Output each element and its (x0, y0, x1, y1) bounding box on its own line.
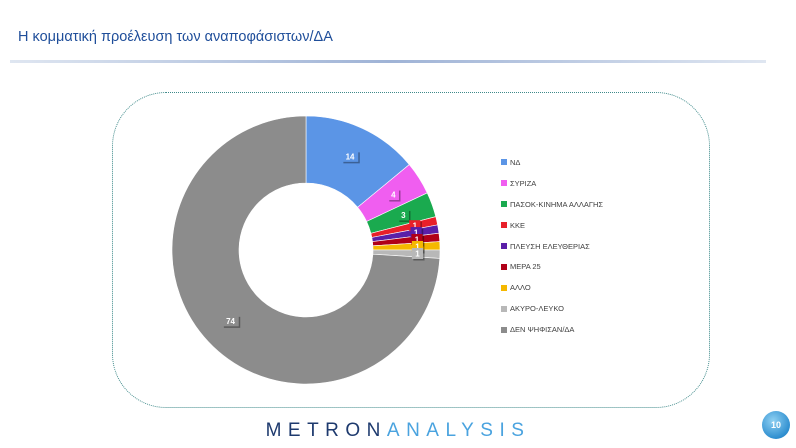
data-label-8: 74 (222, 315, 241, 328)
legend-item: ΜΕΡΑ 25 (501, 256, 603, 277)
data-label-2: 3 (397, 209, 411, 222)
legend-label: ΑΚΥΡΟ-ΛΕΥΚΟ (510, 304, 564, 314)
legend-label: ΚΚΕ (510, 220, 526, 230)
legend-item: ΑΛΛΟ (501, 277, 603, 298)
chart-panel (112, 92, 710, 408)
legend-item: ΣΥΡΙΖΑ (501, 173, 603, 194)
legend-swatch (501, 326, 507, 333)
legend-item: ΑΚΥΡΟ-ΛΕΥΚΟ (501, 298, 603, 319)
title-divider (10, 60, 766, 63)
legend-label: ΠΑΣΟΚ-ΚΙΝΗΜΑ ΑΛΛΑΓΗΣ (510, 199, 604, 209)
svg-text:3: 3 (401, 211, 406, 220)
legend-item: ΝΔ (501, 152, 603, 173)
svg-text:1: 1 (415, 250, 420, 259)
page-title: Η κομματική προέλευση των αναποφάσιστων/… (18, 29, 333, 45)
legend-swatch (501, 222, 507, 229)
data-label-0: 14 (341, 150, 360, 164)
svg-text:4: 4 (391, 191, 396, 200)
legend-label: ΜΕΡΑ 25 (510, 262, 541, 272)
svg-text:1: 1 (415, 242, 420, 251)
data-label-6: 1 (411, 240, 425, 254)
legend-swatch (501, 201, 507, 208)
brand-logo: METRONANALYSIS (265, 420, 531, 441)
legend-swatch (501, 159, 507, 166)
data-label-1: 4 (387, 189, 401, 202)
legend-swatch (501, 263, 507, 270)
svg-text:74: 74 (226, 317, 235, 326)
legend-label: ΔΕΝ ΨΗΦΙΣΑΝ/ΔΑ (510, 325, 575, 335)
legend-item: ΔΕΝ ΨΗΦΙΣΑΝ/ΔΑ (501, 319, 603, 340)
page-number: 10 (770, 420, 781, 430)
svg-text:14: 14 (346, 152, 355, 161)
legend-swatch (501, 284, 507, 291)
legend-label: ΠΛΕΥΣΗ ΕΛΕΥΘΕΡΙΑΣ (510, 241, 590, 251)
legend-label: ΑΛΛΟ (510, 283, 531, 293)
svg-text:1: 1 (414, 229, 419, 238)
legend-label: ΣΥΡΙΖΑ (510, 178, 537, 188)
legend-swatch (501, 180, 507, 187)
svg-text:1: 1 (415, 236, 420, 245)
legend-swatch (501, 305, 507, 312)
data-label-7: 1 (411, 248, 425, 261)
slice-8 (171, 115, 441, 385)
legend-label: ΝΔ (510, 157, 521, 167)
page-number-badge: 10 (762, 411, 790, 439)
legend-item: ΚΚΕ (501, 215, 603, 236)
legend-item: ΠΛΕΥΣΗ ΕΛΕΥΘΕΡΙΑΣ (501, 236, 603, 257)
legend-swatch (501, 243, 507, 249)
svg-text:1: 1 (413, 222, 418, 231)
chart-legend: ΝΔ ΣΥΡΙΖΑ ΠΑΣΟΚ-ΚΙΝΗΜΑ ΑΛΛΑΓΗΣ ΚΚΕ ΠΛΕΥΣΗ ΕΛ… (501, 152, 603, 340)
legend-item: ΠΑΣΟΚ-ΚΙΝΗΜΑ ΑΛΛΑΓΗΣ (501, 194, 603, 215)
